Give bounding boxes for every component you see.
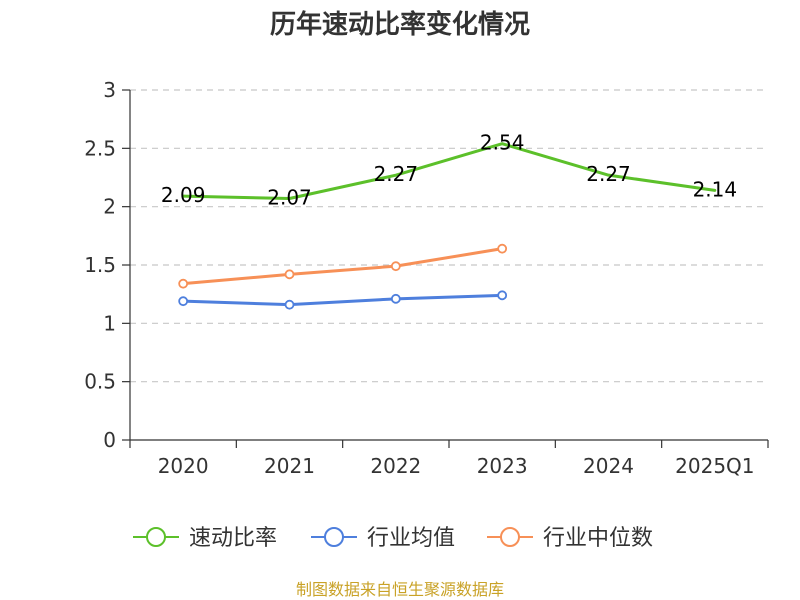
x-tick-label: 2025Q1 xyxy=(675,454,754,478)
data-label: 2.07 xyxy=(267,186,312,210)
data-point xyxy=(390,293,401,304)
series-line xyxy=(181,247,504,286)
data-point xyxy=(178,296,189,307)
data-label: 2.14 xyxy=(693,177,738,201)
data-label: 2.09 xyxy=(161,183,206,207)
data-label: 2.54 xyxy=(480,131,525,155)
x-tick-label: 2024 xyxy=(583,454,634,478)
chart-title: 历年速动比率变化情况 xyxy=(270,9,530,40)
series-line xyxy=(181,293,504,307)
data-point xyxy=(284,299,295,310)
legend-marker xyxy=(146,527,166,547)
data-point xyxy=(178,278,189,289)
x-tick-label: 2020 xyxy=(158,454,209,478)
series-lines xyxy=(178,142,717,310)
y-tick-label: 2.5 xyxy=(84,136,116,160)
y-tick-label: 0 xyxy=(103,428,116,452)
legend-label: 行业均值 xyxy=(367,526,455,551)
legend-label: 行业中位数 xyxy=(543,526,653,551)
y-tick-label: 3 xyxy=(103,78,116,102)
data-labels: 2.09 2.07 2.27 2.54 2.27 2.14 xyxy=(161,131,737,210)
data-label: 2.27 xyxy=(586,162,631,186)
grid-lines xyxy=(130,89,768,383)
axes: 0 0.5 1 1.5 2 2.5 3 2020 2021 2022 2023 2024 2025Q1 xyxy=(84,78,769,478)
x-tick-label: 2023 xyxy=(477,454,528,478)
y-tick-label: 1 xyxy=(103,311,116,335)
x-tick-label: 2022 xyxy=(370,454,421,478)
data-point xyxy=(390,261,401,272)
legend-marker xyxy=(324,527,344,547)
source-note: 制图数据来自恒生聚源数据库 xyxy=(296,580,504,599)
data-point xyxy=(497,243,508,254)
data-point xyxy=(284,269,295,280)
x-tick-label: 2021 xyxy=(264,454,315,478)
legend-label: 速动比率 xyxy=(189,526,277,551)
legend: 速动比率 行业均值 行业中位数 xyxy=(133,526,653,551)
y-tick-label: 1.5 xyxy=(84,253,116,277)
y-tick-label: 0.5 xyxy=(84,370,116,394)
y-tick-label: 2 xyxy=(103,195,116,219)
legend-marker xyxy=(500,527,520,547)
series-line xyxy=(181,142,717,200)
data-point xyxy=(497,290,508,301)
data-label: 2.27 xyxy=(374,162,419,186)
